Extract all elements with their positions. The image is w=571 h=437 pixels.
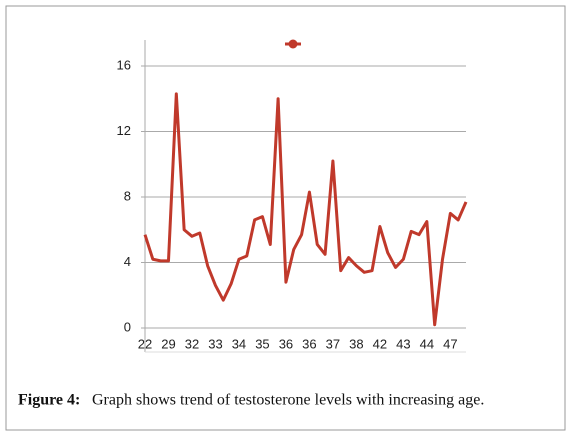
x-tick-label: 37 (326, 336, 340, 351)
y-tick-label: 16 (117, 57, 131, 72)
y-tick-label: 4 (124, 254, 131, 269)
x-tick-label: 34 (232, 336, 246, 351)
caption-label: Figure 4: (18, 392, 80, 409)
y-tick-label: 12 (117, 123, 131, 138)
x-tick-label: 47 (443, 336, 457, 351)
x-tick-label: 44 (420, 336, 434, 351)
legend-marker (288, 39, 298, 49)
figure-border (5, 5, 566, 431)
x-tick-label: 32 (185, 336, 199, 351)
x-tick-label: 22 (138, 336, 152, 351)
x-tick-label: 33 (208, 336, 222, 351)
y-tick-label: 0 (124, 319, 131, 334)
x-tick-label: 36 (279, 336, 293, 351)
line (143, 92, 468, 327)
caption: Graph shows trend of testosterone levels… (92, 392, 484, 409)
x-tick-label: 42 (373, 336, 387, 351)
x-tick-label: 38 (349, 336, 363, 351)
x-tick-label: 36 (302, 336, 316, 351)
x-tick-label: 43 (396, 336, 410, 351)
x-tick-label: 29 (161, 336, 175, 351)
y-tick-label: 8 (124, 188, 131, 203)
x-tick-label: 35 (255, 336, 269, 351)
